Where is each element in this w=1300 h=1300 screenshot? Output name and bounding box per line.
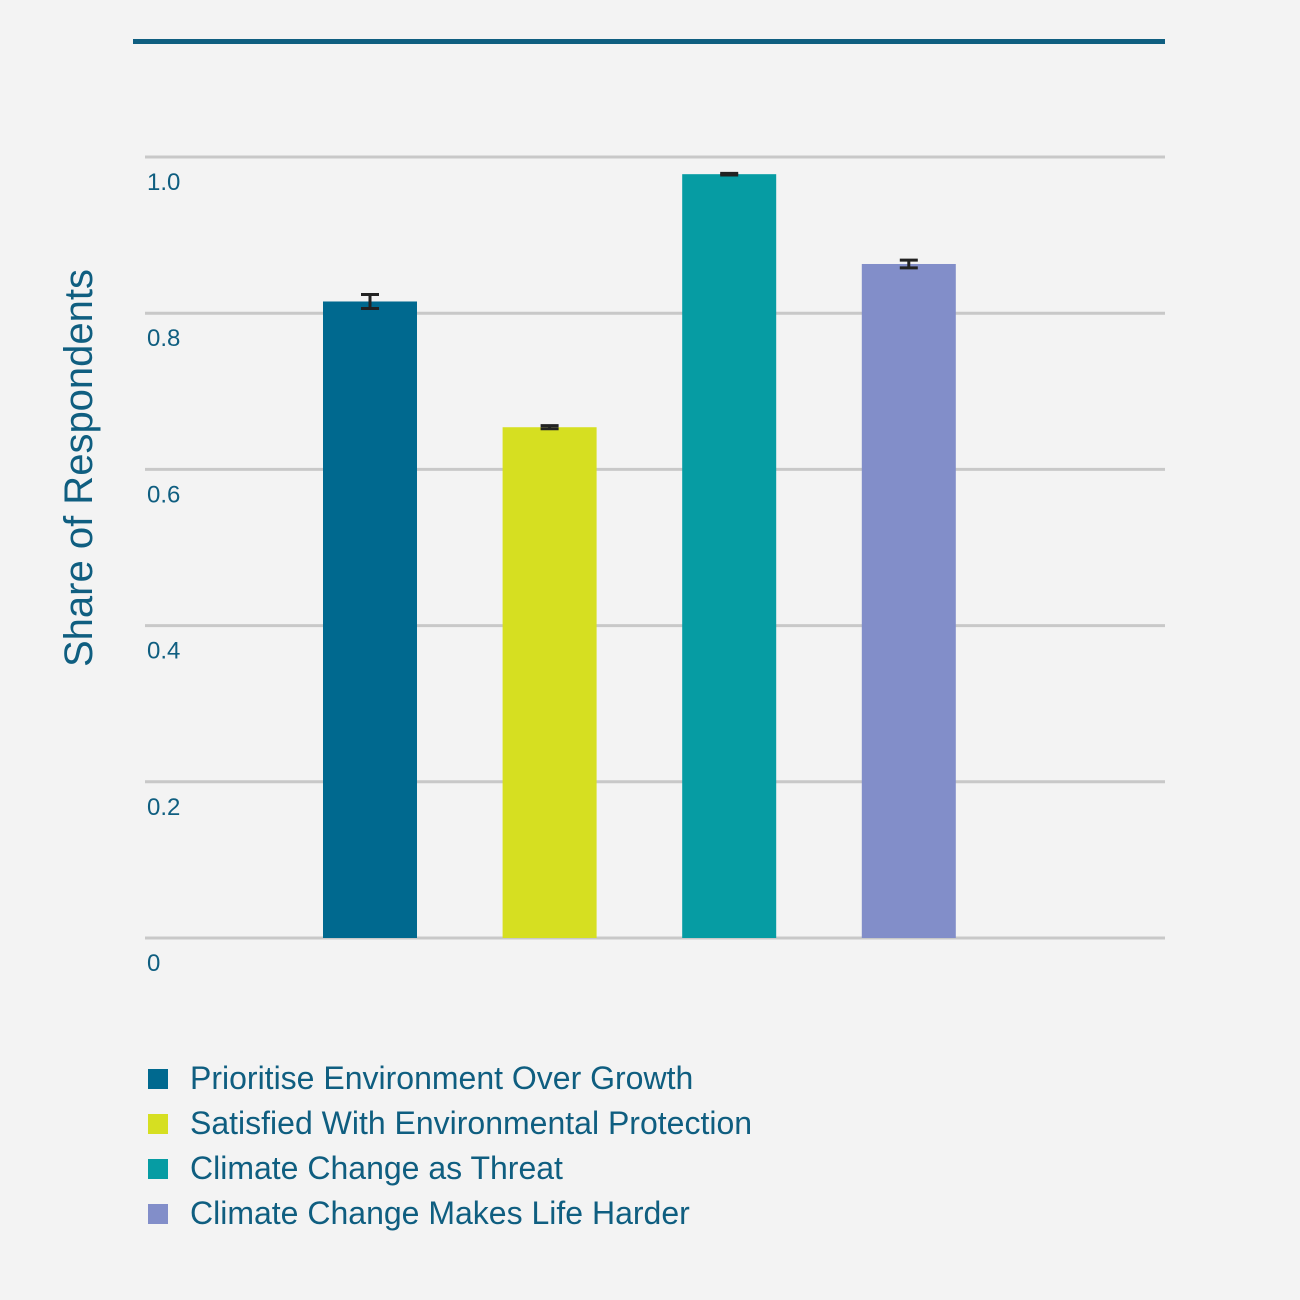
legend-label: Climate Change as Threat <box>190 1150 563 1186</box>
error-bars <box>361 171 918 431</box>
y-tick-label: 1.0 <box>147 169 180 196</box>
legend-item: Satisfied With Environmental Protection <box>148 1101 752 1146</box>
y-tick-label: 0.6 <box>147 481 180 508</box>
legend-label: Prioritise Environment Over Growth <box>190 1060 694 1096</box>
legend-label: Satisfied With Environmental Protection <box>190 1105 753 1141</box>
y-tick-label: 0.8 <box>147 325 180 352</box>
bars <box>323 174 956 938</box>
legend-swatch <box>148 1068 168 1089</box>
legend-swatch <box>148 1203 168 1224</box>
gridlines <box>145 155 1165 940</box>
bar <box>682 174 777 938</box>
y-axis-title: Share of Respondents <box>57 269 101 667</box>
error-bar <box>720 171 739 177</box>
bar <box>323 301 417 938</box>
error-bar <box>540 424 559 431</box>
bar <box>861 263 956 938</box>
error-bar <box>899 258 918 270</box>
legend-swatch <box>148 1158 168 1179</box>
error-bar <box>361 292 379 311</box>
top-rule <box>133 39 1165 44</box>
bar <box>502 427 597 938</box>
y-tick-label: 0 <box>147 950 160 977</box>
legend-label: Climate Change Makes Life Harder <box>190 1195 690 1231</box>
legend-item: Prioritise Environment Over Growth <box>148 1056 752 1101</box>
legend-swatch <box>148 1113 168 1134</box>
y-tick-label: 0.4 <box>147 638 180 665</box>
legend-item: Climate Change as Threat <box>148 1146 752 1191</box>
y-axis-ticks: 0 0.2 0.4 0.6 0.8 1.0 <box>147 169 180 977</box>
y-tick-label: 0.2 <box>147 794 180 821</box>
legend: Prioritise Environment Over Growth Satisf… <box>148 1056 752 1236</box>
legend-item: Climate Change Makes Life Harder <box>148 1191 752 1236</box>
